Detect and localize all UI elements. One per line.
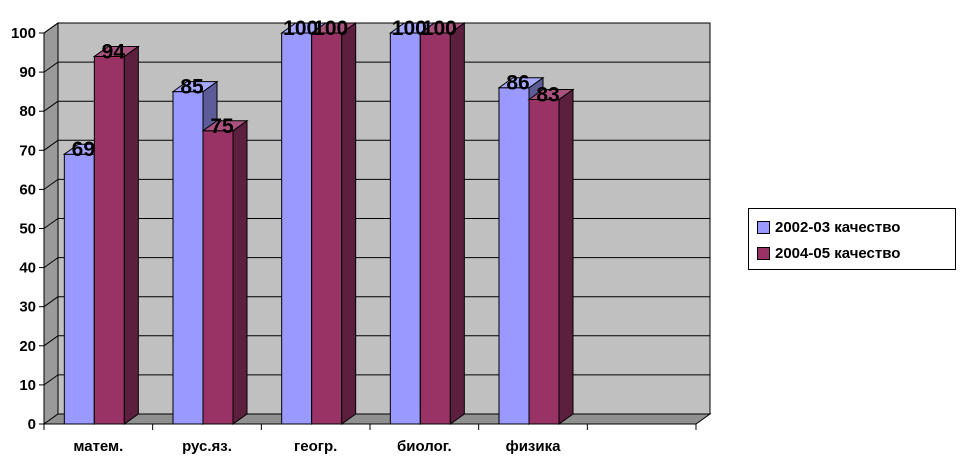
x-category-label: биолог. — [397, 438, 452, 455]
data-label: 75 — [210, 115, 234, 138]
legend-item-series-1: 2002-03 качество — [757, 214, 955, 240]
y-tick-label: 90 — [19, 64, 36, 81]
x-category-label: рус.яз. — [182, 438, 232, 455]
legend: 2002-03 качество 2004-05 качество — [748, 208, 956, 270]
y-tick-label: 30 — [19, 299, 36, 316]
bar — [93, 55, 125, 425]
bar — [311, 32, 343, 425]
bar — [498, 87, 530, 425]
y-tick-label: 100 — [11, 25, 36, 42]
legend-swatch-series-2 — [757, 246, 770, 260]
data-label: 100 — [313, 17, 348, 40]
legend-item-series-2: 2004-05 качество — [757, 240, 955, 266]
gridlines — [43, 22, 710, 386]
data-label: 100 — [422, 17, 457, 40]
bar-side — [123, 45, 139, 425]
bar-top — [418, 22, 466, 34]
bar-side — [232, 119, 248, 425]
y-tick-label: 10 — [19, 377, 36, 394]
gridline-side — [43, 139, 59, 151]
bar-top — [527, 88, 575, 100]
legend-swatch-series-1 — [757, 220, 770, 234]
data-label: 100 — [283, 17, 318, 40]
x-category-label: физика — [506, 438, 562, 455]
bar — [63, 153, 95, 425]
data-label: 100 — [392, 17, 427, 40]
axes — [39, 32, 697, 430]
bar — [419, 32, 451, 425]
x-category-label: матем. — [73, 438, 123, 455]
gridline-side — [43, 257, 59, 269]
gridline-side — [43, 374, 59, 386]
gridline-side — [43, 61, 59, 73]
plot-floor — [42, 413, 712, 425]
gridline-side — [43, 218, 59, 229]
bar-top — [171, 81, 219, 93]
data-label: 83 — [536, 83, 559, 106]
bar — [389, 32, 421, 425]
bar — [528, 98, 560, 425]
y-tick-label: 50 — [19, 221, 36, 238]
bar-top — [310, 22, 358, 34]
bar — [202, 130, 234, 425]
bar-top — [201, 120, 249, 132]
bars — [62, 22, 575, 425]
y-tick-label: 20 — [19, 338, 36, 355]
y-tick-label: 40 — [19, 260, 36, 277]
y-tick-label: 60 — [19, 181, 36, 198]
bar-side — [449, 22, 465, 425]
data-label: 86 — [506, 72, 529, 95]
legend-label-series-1: 2002-03 качество — [775, 218, 901, 236]
bar-side — [341, 22, 357, 425]
bar-top — [92, 45, 140, 57]
plot-walls — [42, 22, 712, 425]
y-tick-label: 70 — [19, 142, 36, 159]
legend-label-series-2: 2004-05 качество — [775, 244, 901, 262]
gridline-side — [43, 296, 59, 308]
data-label: 94 — [102, 40, 126, 63]
y-tick-label: 80 — [19, 103, 36, 120]
x-axis-category-labels: матем. рус.яз. геогр. биолог. физика — [73, 438, 561, 455]
bar-side — [558, 88, 574, 425]
gridline-side — [43, 22, 59, 34]
bar — [172, 91, 204, 425]
data-label: 69 — [72, 138, 95, 161]
gridline-side — [43, 178, 59, 190]
bar — [281, 32, 313, 425]
bar-top — [497, 77, 545, 89]
data-label: 85 — [180, 76, 204, 99]
gridline-side — [43, 335, 59, 347]
gridline-side — [43, 100, 59, 112]
y-tick-label: 0 — [28, 416, 36, 433]
y-axis-tick-labels: 0 10 20 30 40 50 60 70 80 90 100 — [11, 25, 36, 433]
x-category-label: геогр. — [294, 438, 337, 455]
